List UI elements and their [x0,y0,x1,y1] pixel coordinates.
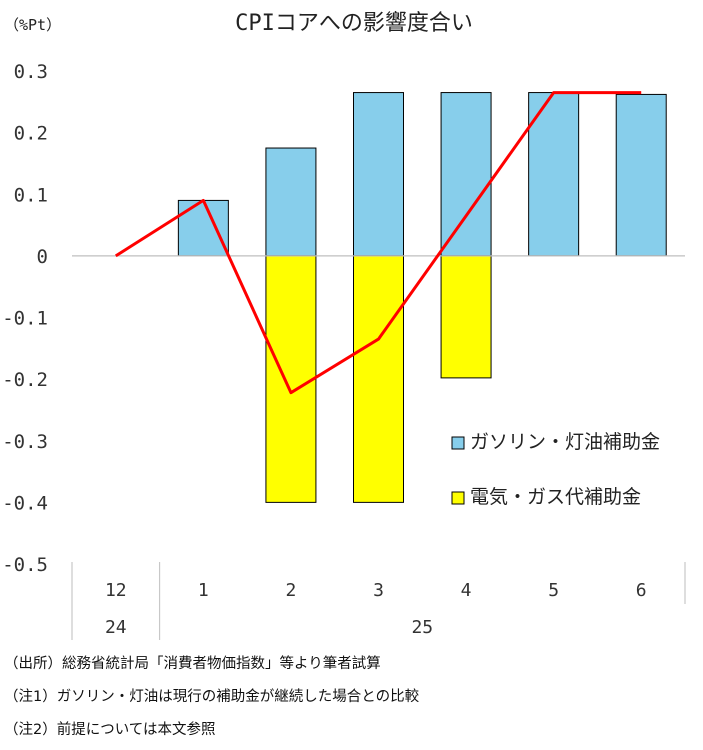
x-tick-label: 3 [373,580,384,601]
bar [353,255,404,503]
x-tick-label: 12 [105,580,127,601]
y-tick-label: 0.2 [14,123,48,145]
y-tick-label: 0 [37,246,48,268]
bar [615,93,667,257]
line-series [114,91,642,395]
y-axis-ticks: 0.3 0.2 0.1 0 -0.1 -0.2 -0.3 -0.4 -0.5 [2,61,48,576]
bars [177,92,667,503]
note-1: （注1）ガソリン・灯油は現行の補助金が継続した場合との比較 [4,689,420,705]
chart-area: CPIコアへの影響度合い （%Pt） 0.3 0.2 0.1 0 -0.1 -0.2 -0.… [2,11,686,640]
bar [440,255,492,379]
x-tick-label: 1 [198,580,209,601]
x-tick-label: 2 [286,580,297,601]
y-tick-label: 0.1 [14,184,48,206]
x-tick-label: 6 [636,580,647,601]
legend-swatch [451,436,465,450]
line-mark [114,91,642,395]
legend-label: 電気・ガス代補助金 [470,486,641,508]
bar [528,92,580,257]
x-tick-label: 4 [461,580,472,601]
y-tick-label: -0.1 [2,308,48,330]
bar [177,199,229,257]
source-note: （出所）総務省統計局「消費者物価指数」等より筆者試算 [4,656,381,672]
note-2: （注2）前提については本文参照 [4,722,216,738]
y-tick-label: -0.3 [2,431,48,453]
axes [71,255,686,640]
bar [265,255,317,503]
y-tick-label: -0.4 [2,492,48,514]
legend-swatch [451,491,465,505]
x-tick-label: 5 [548,580,559,601]
bar [265,147,317,257]
chart-title: CPIコアへの影響度合い [235,11,473,36]
y-axis-unit-label: （%Pt） [4,16,61,34]
year-group-label: 25 [411,617,433,638]
legend-label: ガソリン・灯油補助金 [470,431,660,453]
y-tick-label: 0.3 [14,61,48,83]
x-axis-labels: 12 1 2 3 4 5 624 25 [105,580,647,638]
year-group-label: 24 [105,617,127,638]
bar [440,92,492,257]
y-tick-label: -0.5 [2,554,48,576]
y-tick-label: -0.2 [2,369,48,391]
bar [353,92,404,257]
